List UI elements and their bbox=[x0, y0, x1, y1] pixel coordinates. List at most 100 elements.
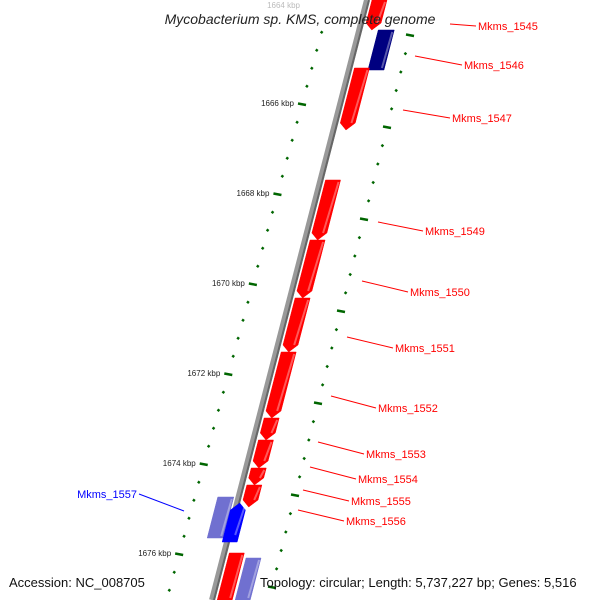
gene-label: Mkms_1551 bbox=[395, 343, 455, 355]
gene-highlight bbox=[270, 419, 279, 434]
gene-feature bbox=[252, 439, 274, 469]
gene-feature bbox=[265, 351, 297, 419]
gene-label: Mkms_1555 bbox=[351, 496, 411, 508]
minor-tick bbox=[288, 511, 293, 516]
major-tick bbox=[273, 192, 282, 197]
tick-label: 1672 kbp bbox=[187, 369, 220, 378]
gene-label: Mkms_1557 bbox=[77, 489, 137, 501]
minor-tick bbox=[305, 84, 309, 88]
major-tick bbox=[290, 493, 300, 498]
minor-tick bbox=[167, 588, 172, 592]
gene-leader-line bbox=[346, 336, 394, 349]
minor-tick bbox=[192, 498, 196, 502]
minor-tick bbox=[314, 48, 319, 52]
major-tick bbox=[297, 102, 307, 107]
minor-tick bbox=[348, 272, 352, 277]
gene-feature bbox=[365, 0, 388, 31]
gene-leader-line bbox=[330, 395, 377, 409]
major-tick bbox=[382, 125, 392, 130]
gene-label: Mkms_1556 bbox=[346, 516, 406, 528]
accession-text: Accession: NC_008705 bbox=[9, 575, 145, 590]
minor-tick bbox=[265, 228, 270, 232]
gene-label: Mkms_1550 bbox=[410, 287, 470, 299]
minor-tick bbox=[357, 235, 362, 240]
minor-tick bbox=[270, 210, 275, 214]
gene-feature bbox=[248, 467, 267, 486]
minor-tick bbox=[182, 534, 186, 538]
minor-tick bbox=[260, 246, 265, 250]
gene-label: Mkms_1549 bbox=[425, 226, 485, 238]
gene-feature bbox=[339, 67, 370, 131]
minor-tick bbox=[371, 180, 375, 185]
tick-label: 1676 kbp bbox=[138, 549, 171, 558]
minor-tick bbox=[241, 318, 245, 322]
minor-tick bbox=[389, 107, 394, 111]
major-tick bbox=[359, 217, 369, 222]
minor-tick bbox=[197, 480, 201, 484]
gene-highlight bbox=[307, 241, 325, 292]
gene-feature bbox=[234, 557, 262, 600]
minor-tick bbox=[302, 456, 306, 461]
minor-tick bbox=[320, 383, 325, 387]
gene-feature bbox=[260, 417, 280, 441]
minor-tick bbox=[211, 426, 216, 430]
gene-leader-line bbox=[309, 466, 357, 480]
minor-tick bbox=[280, 174, 285, 178]
topology-text: Topology: circular; Length: 5,737,227 bp… bbox=[260, 575, 577, 590]
minor-tick bbox=[353, 254, 357, 258]
minor-tick bbox=[310, 66, 314, 70]
gene-feature bbox=[216, 552, 245, 600]
gene-highlight bbox=[376, 1, 386, 24]
major-tick bbox=[405, 33, 415, 38]
major-tick bbox=[174, 552, 184, 557]
minor-tick bbox=[343, 291, 348, 295]
gene-feature bbox=[367, 29, 395, 71]
minor-tick bbox=[394, 88, 398, 93]
minor-tick bbox=[399, 70, 403, 74]
minor-tick bbox=[330, 346, 334, 350]
gene-leader-line bbox=[317, 441, 365, 455]
gene-leader-line bbox=[361, 280, 409, 293]
gene-highlight bbox=[234, 504, 247, 536]
major-tick bbox=[313, 401, 323, 406]
minor-tick bbox=[279, 548, 283, 553]
gene-leader-line bbox=[297, 509, 345, 522]
gene-highlight bbox=[258, 469, 266, 479]
minor-tick bbox=[236, 336, 240, 340]
gene-leader-line bbox=[302, 489, 350, 502]
minor-tick bbox=[403, 51, 408, 56]
minor-tick bbox=[297, 475, 302, 479]
minor-tick bbox=[376, 162, 380, 166]
gene-feature bbox=[296, 239, 326, 299]
gene-highlight bbox=[380, 31, 394, 69]
minor-tick bbox=[284, 530, 288, 534]
gene-highlight bbox=[350, 69, 369, 124]
gene-highlight bbox=[229, 554, 244, 599]
minor-tick bbox=[274, 567, 279, 571]
gene-leader-line bbox=[449, 23, 477, 27]
tick-label: 1664 kbp bbox=[267, 1, 300, 10]
gene-leader-line bbox=[377, 221, 424, 232]
minor-tick bbox=[311, 419, 316, 424]
major-tick bbox=[199, 462, 208, 467]
gene-highlight bbox=[263, 441, 273, 462]
gene-leader-line bbox=[138, 493, 185, 512]
map-title: Mycobacterium sp. KMS, complete genome bbox=[164, 11, 436, 27]
tick-label: 1668 kbp bbox=[237, 189, 270, 198]
minor-tick bbox=[366, 199, 371, 203]
major-tick bbox=[267, 585, 277, 590]
minor-tick bbox=[172, 570, 176, 574]
tick-label: 1666 kbp bbox=[261, 99, 294, 108]
minor-tick bbox=[285, 156, 290, 160]
major-tick bbox=[336, 309, 346, 314]
minor-tick bbox=[319, 30, 324, 34]
minor-tick bbox=[290, 138, 294, 142]
minor-tick bbox=[206, 444, 211, 448]
minor-tick bbox=[216, 408, 221, 412]
gene-highlight bbox=[253, 486, 261, 501]
gene-leader-line bbox=[414, 55, 463, 66]
major-tick bbox=[248, 282, 258, 287]
gene-feature bbox=[221, 502, 246, 543]
gene-feature bbox=[242, 484, 263, 508]
